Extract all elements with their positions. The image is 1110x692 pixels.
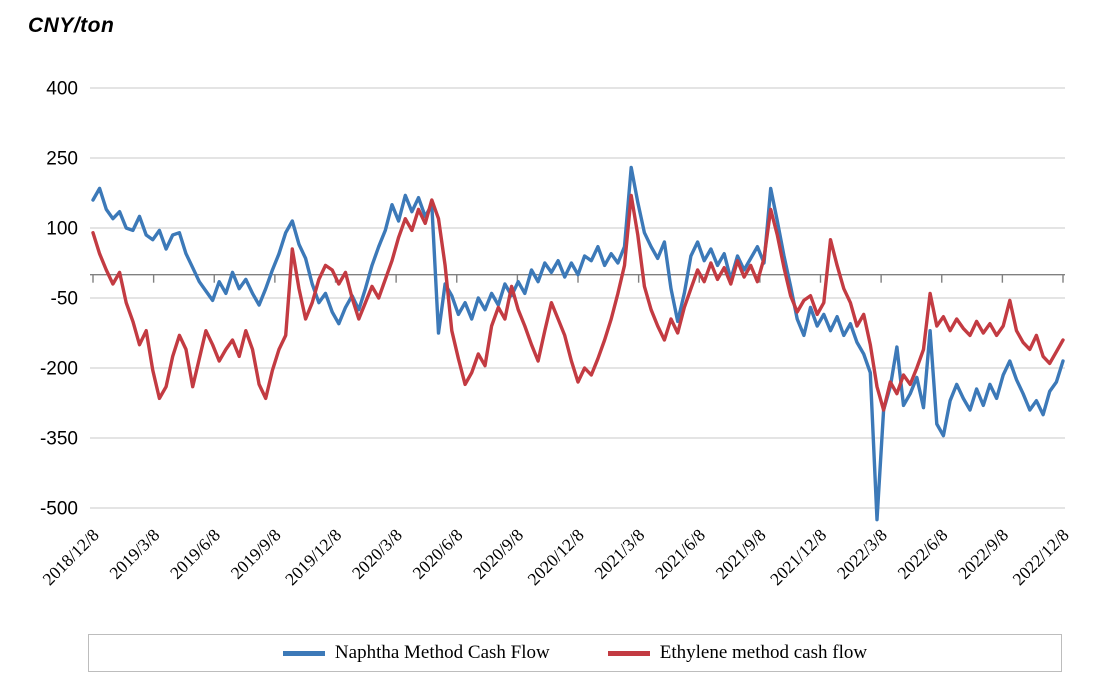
x-axis-tick-label: 2021/3/8 (590, 525, 648, 583)
x-axis-tick-label: 2020/9/8 (469, 525, 527, 583)
y-axis-tick-label: -350 (40, 429, 78, 450)
naphtha-cash-flow-line (91, 165, 1065, 522)
x-axis-tick-label: 2019/3/8 (105, 525, 163, 583)
y-axis-tick-label: 250 (46, 149, 78, 170)
y-axis-tick-label: 100 (46, 219, 78, 240)
legend-label-naphtha: Naphtha Method Cash Flow (334, 642, 550, 663)
x-axis-tick-label: 2020/12/8 (523, 525, 588, 590)
x-axis-tick-label: 2022/3/8 (833, 525, 891, 583)
x-axis-tick-label: 2021/12/8 (766, 525, 831, 590)
x-axis-tick-label: 2021/9/8 (712, 525, 770, 583)
x-axis-tick-label: 2021/6/8 (651, 525, 709, 583)
x-axis-tick-label: 2018/12/8 (38, 525, 103, 590)
ethylene-cash-flow-line (91, 193, 1065, 412)
x-axis-tick-label: 2022/9/8 (954, 525, 1012, 583)
legend-item-ethylene: Ethylene method cash flow (607, 642, 868, 664)
legend-item-naphtha: Naphtha Method Cash Flow (282, 642, 550, 664)
y-axis-tick-label: -500 (40, 499, 78, 520)
x-axis-tick-label: 2022/6/8 (893, 525, 951, 583)
x-axis-tick-label: 2019/6/8 (166, 525, 224, 583)
x-axis-tick-label: 2020/3/8 (348, 525, 406, 583)
y-axis-tick-label: -200 (40, 359, 78, 380)
y-axis-unit-title: CNY/ton (28, 14, 115, 37)
legend: Naphtha Method Cash Flow Ethylene method… (88, 634, 1062, 672)
x-axis-tick-label: 2019/9/8 (227, 525, 285, 583)
ethylene-line-swatch-icon (607, 650, 650, 656)
y-axis-tick-label: 400 (46, 79, 78, 100)
x-axis-tick-label: 2019/12/8 (281, 525, 346, 590)
x-axis-tick-label: 2020/6/8 (408, 525, 466, 583)
y-axis-tick-label: -50 (51, 289, 78, 310)
legend-label-ethylene: Ethylene method cash flow (659, 642, 868, 663)
x-axis-tick-label: 2022/12/8 (1008, 525, 1073, 590)
naphtha-line-swatch-icon (282, 650, 325, 656)
